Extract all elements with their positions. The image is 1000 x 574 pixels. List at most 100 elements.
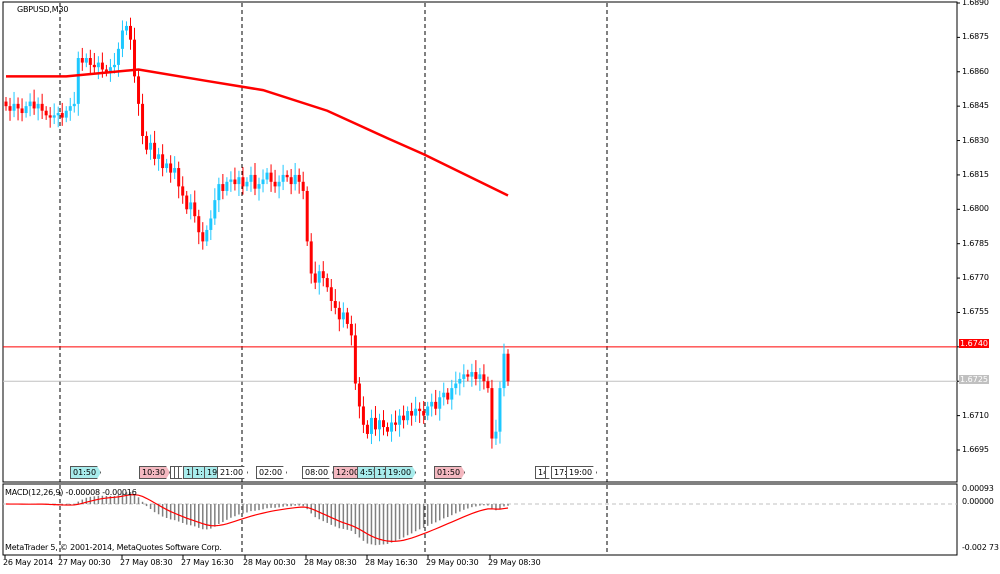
candle-body [72, 103, 76, 107]
price-tick-label: 1.6770 [962, 273, 989, 283]
candle-body [486, 381, 490, 389]
candle-body [193, 202, 197, 217]
candle-body [52, 115, 56, 118]
candle-body [414, 408, 418, 416]
candle-body [104, 69, 108, 72]
candle-body [377, 420, 381, 430]
time-axis-label: 27 May 00:30 [58, 558, 111, 567]
candle-body [394, 422, 398, 425]
candle-body [137, 76, 141, 104]
candle-body [470, 372, 474, 377]
candle-body [217, 184, 221, 201]
price-tick-label: 1.6695 [962, 445, 989, 454]
candle-body [84, 58, 88, 63]
candle-body [297, 174, 301, 182]
candle-body [353, 335, 357, 384]
candle-body [44, 110, 48, 116]
candle-body [373, 417, 377, 430]
candle-body [273, 181, 277, 187]
candle-body [165, 163, 169, 169]
candle-body [16, 103, 20, 109]
candle-body [197, 216, 201, 233]
candle-body [365, 424, 369, 434]
time-axis-label: 29 May 08:30 [488, 558, 541, 567]
candle-body [257, 184, 261, 189]
price-tick-label: 1.6800 [962, 204, 989, 214]
candle-body [141, 103, 145, 136]
candle-body [418, 408, 422, 412]
candle-body [20, 108, 24, 114]
candle-body [157, 154, 161, 159]
economic-event-marker[interactable]: 19:00 [566, 466, 597, 479]
time-axis-label: 28 May 16:30 [365, 558, 418, 567]
symbol-title: GBPUSD,M30 [17, 5, 69, 14]
candle-body [325, 278, 329, 288]
candle-body [181, 186, 185, 196]
economic-event-marker[interactable]: 08:00 [302, 466, 333, 479]
candle-body [458, 378, 462, 384]
macd-tick-min: -0.002 73 [962, 543, 999, 552]
economic-event-marker[interactable]: 01:50 [434, 466, 465, 479]
candle-body [177, 168, 181, 187]
candle-body [277, 181, 281, 187]
candle-body [321, 271, 325, 279]
candle-body [446, 392, 450, 400]
candle-body [490, 388, 494, 439]
candle-body [422, 411, 426, 416]
time-axis-label: 27 May 16:30 [181, 558, 234, 567]
candle-body [382, 420, 386, 428]
price-tick-label: 1.6845 [962, 101, 989, 111]
candle-body [88, 58, 92, 65]
economic-event-marker[interactable]: 21:00 [217, 466, 248, 479]
candle-body [454, 383, 458, 389]
economic-event-marker[interactable]: 10:30 [139, 466, 170, 479]
candle-body [313, 273, 317, 283]
candle-body [96, 62, 100, 68]
economic-event-marker[interactable]: 19:00 [385, 466, 416, 479]
candle-body [253, 174, 257, 189]
price-tick-label: 1.6815 [962, 169, 989, 179]
candle-body [201, 232, 205, 242]
candle-body [92, 64, 96, 68]
candle-body [402, 415, 406, 421]
candle-body [120, 30, 124, 49]
candle-body [4, 101, 8, 107]
time-axis-label: 28 May 00:30 [243, 558, 296, 567]
candle-body [301, 181, 305, 191]
candle-body [76, 58, 80, 104]
candle-body [293, 174, 297, 185]
candle-body [434, 401, 438, 409]
candle-body [68, 106, 72, 111]
ask-price-tag: 1.6740 [959, 339, 989, 348]
price-tick-label: 1.6860 [962, 66, 989, 76]
price-tick-label: 1.6890 [962, 0, 989, 7]
time-axis-label: 27 May 08:30 [120, 558, 173, 567]
candle-body [112, 64, 116, 68]
economic-event-marker[interactable]: 02:00 [256, 466, 287, 479]
candle-body [233, 179, 237, 185]
candle-body [482, 374, 486, 382]
candle-body [241, 177, 245, 187]
candle-body [149, 142, 153, 150]
macd-tick-max: 0.00093 [962, 484, 994, 493]
macd-tick-zero: 0.00000 [962, 497, 994, 506]
candle-body [124, 25, 128, 31]
candle-body [337, 307, 341, 320]
candle-body [289, 177, 293, 185]
bid-price-tag: 1.6725 [959, 375, 989, 384]
candle-body [32, 101, 36, 109]
candle-body [237, 177, 241, 185]
candle-body [410, 411, 414, 416]
candle-body [357, 383, 361, 407]
candle-body [498, 388, 502, 432]
candle-body [406, 411, 410, 421]
candle-body [265, 172, 269, 180]
candle-body [462, 374, 466, 379]
candle-body [24, 106, 28, 114]
economic-event-marker[interactable]: 01:50 [70, 466, 101, 479]
candle-body [225, 181, 229, 191]
price-tick-label: 1.6830 [962, 135, 989, 145]
candle-body [398, 415, 402, 425]
macd-panel-frame [2, 483, 958, 556]
